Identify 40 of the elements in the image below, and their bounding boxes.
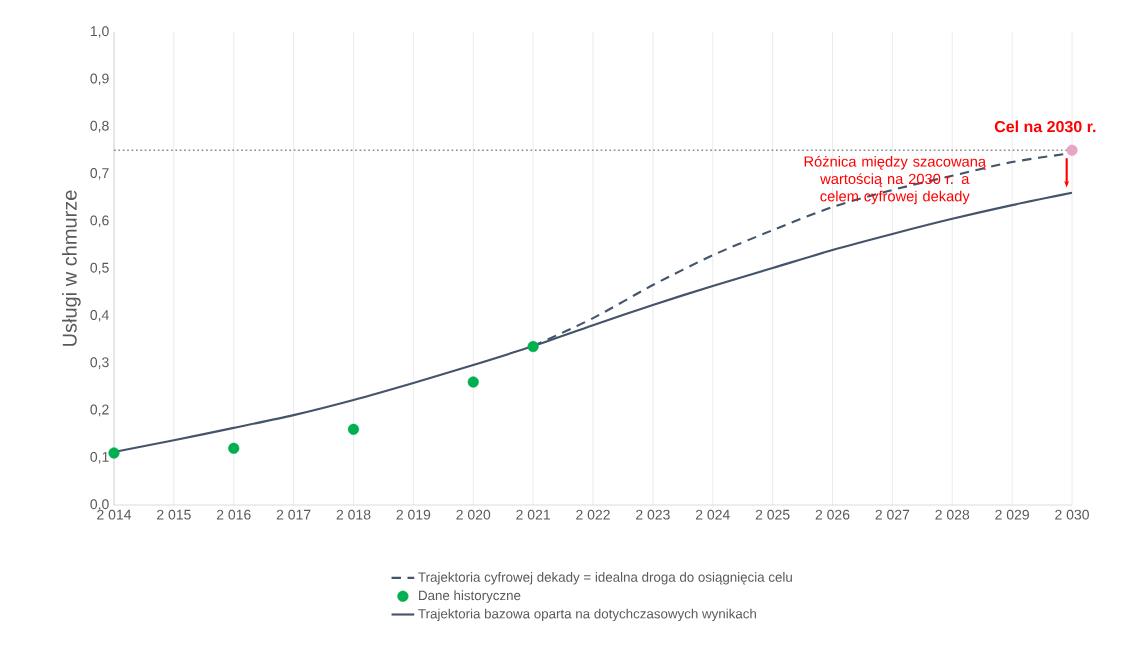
point [228, 442, 240, 454]
x-tick-label: 2 018 [336, 509, 371, 520]
y-tick-label: 0,3 [90, 357, 109, 369]
x-tick-label: 2 017 [276, 509, 311, 520]
annotation: Cel na 2030 r. [994, 120, 1096, 133]
x-tick-label: 2 025 [755, 509, 790, 520]
x-tick-label: 2 016 [216, 509, 251, 520]
y-tick-label: 0,7 [90, 168, 109, 180]
x-tick-label: 2 021 [516, 509, 550, 520]
x-tick-label: 2 027 [875, 509, 910, 520]
x-tick-label: 2 028 [935, 509, 970, 520]
y-tick-label: 0,2 [90, 404, 109, 417]
y-tick-label: 0,6 [90, 215, 109, 227]
point [108, 447, 120, 459]
y-tick-label: 0,8 [90, 120, 109, 133]
legend-label: Trajektoria bazowa oparta na dotychczasowych wynikach [418, 608, 756, 622]
x-tick-label: 2 029 [995, 509, 1029, 520]
point [347, 423, 360, 435]
annotation: Różnica między szacowaną wartością na 2030 r. a celem cyfrowej dekady [804, 155, 987, 205]
point [527, 340, 539, 353]
legend-label: Dane historyczne [419, 590, 521, 603]
x-tick-label: 2 023 [636, 509, 670, 520]
y-tick-label: 1,0 [90, 26, 109, 38]
x-tick-label: 2 015 [157, 509, 191, 520]
legend-label: Trajektoria cyfrowej dekady = idealna droga do osiągnięcia celu [418, 572, 792, 585]
y-tick-label: 0,5 [90, 262, 109, 275]
x-tick-label: 2 014 [97, 509, 132, 520]
point [467, 376, 479, 388]
point [1066, 144, 1078, 156]
x-tick-label: 2 022 [576, 509, 610, 520]
y-tick-label: 0,1 [90, 451, 109, 464]
x-tick-label: 2 026 [815, 509, 850, 520]
y-axis-title: Usługi w chmurze [62, 190, 81, 346]
x-tick-label: 2 024 [695, 509, 730, 520]
y-tick-label: 0,0 [90, 499, 109, 511]
y-tick-label: 0,9 [90, 73, 109, 86]
x-tick-label: 2 020 [456, 509, 491, 520]
y-tick-label: 0,4 [90, 310, 109, 322]
x-tick-label: 2 019 [396, 509, 431, 520]
x-tick-label: 2 030 [1055, 509, 1089, 520]
